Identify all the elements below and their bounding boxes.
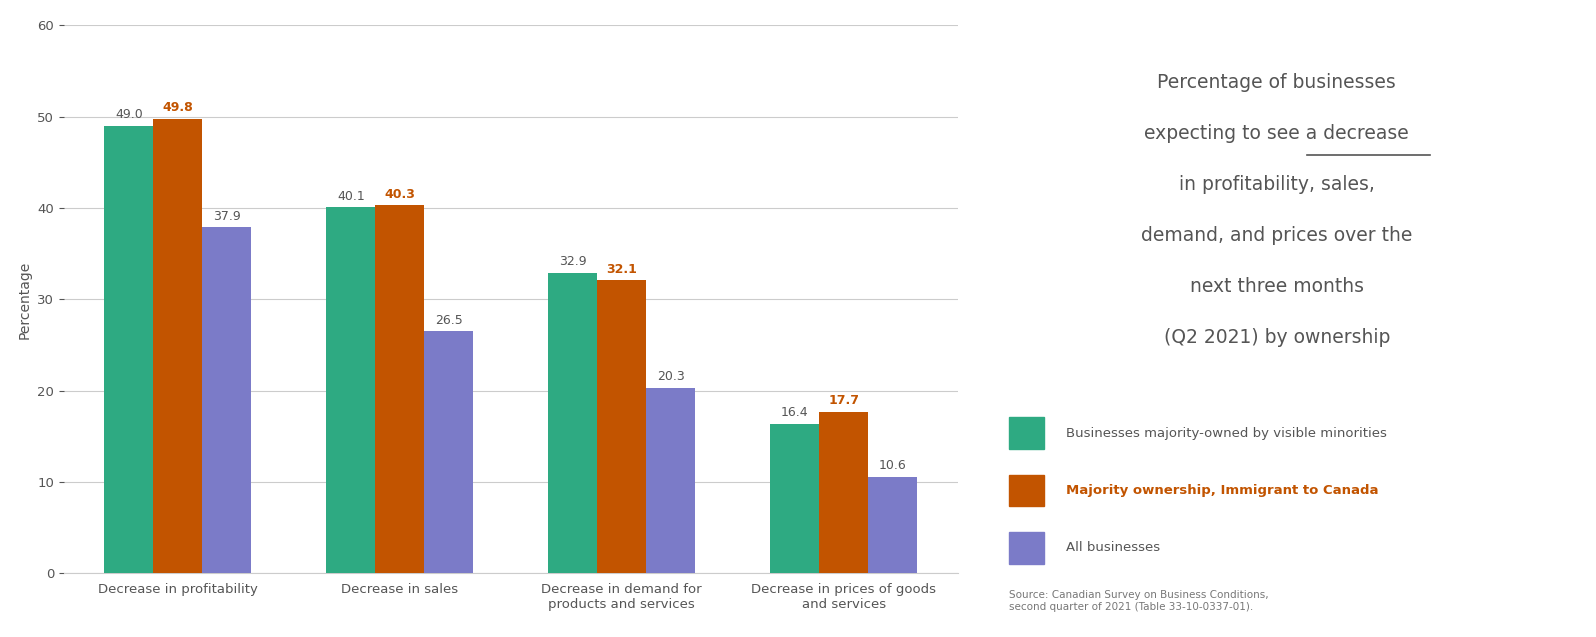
Text: demand, and prices over the: demand, and prices over the <box>1141 226 1412 245</box>
Text: next three months: next three months <box>1189 277 1365 296</box>
Bar <box>153 118 203 573</box>
Y-axis label: Percentage: Percentage <box>18 261 32 338</box>
Bar <box>375 205 425 573</box>
Text: expecting to see a decrease: expecting to see a decrease <box>1144 124 1409 143</box>
Text: 17.7: 17.7 <box>828 394 859 407</box>
Bar <box>203 227 251 573</box>
Bar <box>549 273 597 573</box>
Text: Majority ownership, Immigrant to Canada: Majority ownership, Immigrant to Canada <box>1066 484 1379 497</box>
Bar <box>771 424 819 573</box>
Bar <box>646 388 694 573</box>
Text: Businesses majority-owned by visible minorities: Businesses majority-owned by visible min… <box>1066 427 1387 440</box>
Text: 10.6: 10.6 <box>879 459 907 472</box>
FancyBboxPatch shape <box>1009 532 1044 564</box>
Text: 37.9: 37.9 <box>212 210 241 223</box>
Text: 32.1: 32.1 <box>606 262 637 276</box>
FancyBboxPatch shape <box>1009 417 1044 449</box>
Bar <box>819 412 868 573</box>
Text: (Q2 2021) by ownership: (Q2 2021) by ownership <box>1163 328 1390 347</box>
Text: 49.8: 49.8 <box>163 101 193 114</box>
FancyBboxPatch shape <box>1009 475 1044 506</box>
Text: 32.9: 32.9 <box>559 255 587 268</box>
Text: Percentage of businesses: Percentage of businesses <box>1157 73 1396 92</box>
Text: 16.4: 16.4 <box>780 406 809 419</box>
Text: All businesses: All businesses <box>1066 541 1160 554</box>
Bar <box>868 476 918 573</box>
Text: 40.1: 40.1 <box>337 190 365 203</box>
Bar <box>597 280 646 573</box>
Text: Source: Canadian Survey on Business Conditions,
second quarter of 2021 (Table 33: Source: Canadian Survey on Business Cond… <box>1009 590 1269 612</box>
Text: 49.0: 49.0 <box>115 108 142 121</box>
Bar <box>327 207 375 573</box>
Bar <box>104 126 153 573</box>
Text: 40.3: 40.3 <box>385 188 415 201</box>
Text: in profitability, sales,: in profitability, sales, <box>1179 175 1374 194</box>
Text: 20.3: 20.3 <box>656 370 685 383</box>
Bar <box>425 331 472 573</box>
Text: 26.5: 26.5 <box>434 314 463 327</box>
